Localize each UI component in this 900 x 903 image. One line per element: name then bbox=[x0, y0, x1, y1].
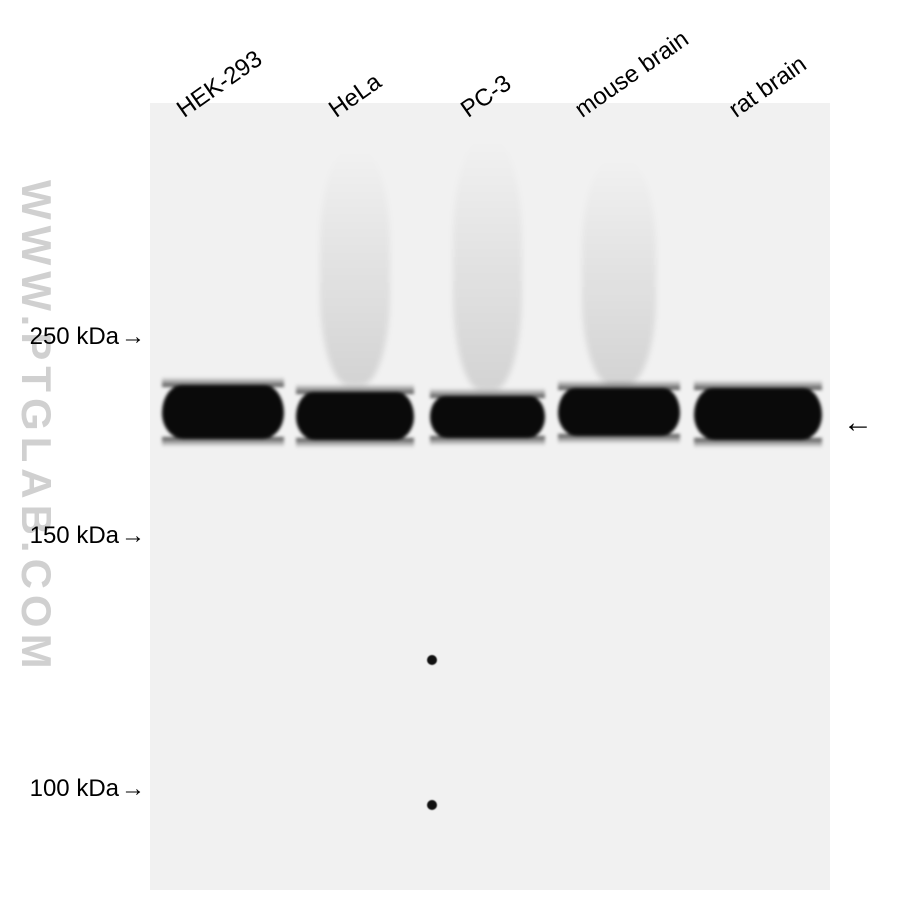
protein-band bbox=[694, 388, 822, 440]
protein-band bbox=[430, 396, 545, 438]
arrow-right-icon: → bbox=[121, 323, 145, 350]
mw-marker: 150 kDa→ bbox=[30, 522, 145, 550]
mw-marker-label: 250 kDa bbox=[30, 323, 119, 350]
lane bbox=[694, 103, 822, 890]
arrow-right-icon: → bbox=[121, 775, 145, 802]
protein-band bbox=[162, 385, 284, 439]
artefact-spot bbox=[427, 655, 437, 665]
lane-smear bbox=[320, 150, 391, 385]
protein-band bbox=[296, 392, 414, 440]
mw-marker-label: 150 kDa bbox=[30, 522, 119, 549]
western-blot-figure: WWW.PTGLAB.COM HEK-293 HeLa PC-3 mouse b… bbox=[0, 0, 900, 903]
lane-smear bbox=[453, 140, 522, 390]
protein-band bbox=[558, 388, 680, 436]
lane bbox=[296, 103, 414, 890]
lane bbox=[558, 103, 680, 890]
arrow-right-icon: → bbox=[121, 522, 145, 549]
lane bbox=[430, 103, 545, 890]
artefact-spot bbox=[427, 800, 437, 810]
watermark-text: WWW.PTGLAB.COM bbox=[12, 180, 60, 675]
lane-smear bbox=[582, 160, 655, 385]
target-band-arrow-icon: ← bbox=[843, 406, 873, 440]
mw-marker: 100 kDa→ bbox=[30, 775, 145, 803]
mw-marker-label: 100 kDa bbox=[30, 775, 119, 802]
lane bbox=[162, 103, 284, 890]
mw-marker: 250 kDa→ bbox=[30, 323, 145, 351]
